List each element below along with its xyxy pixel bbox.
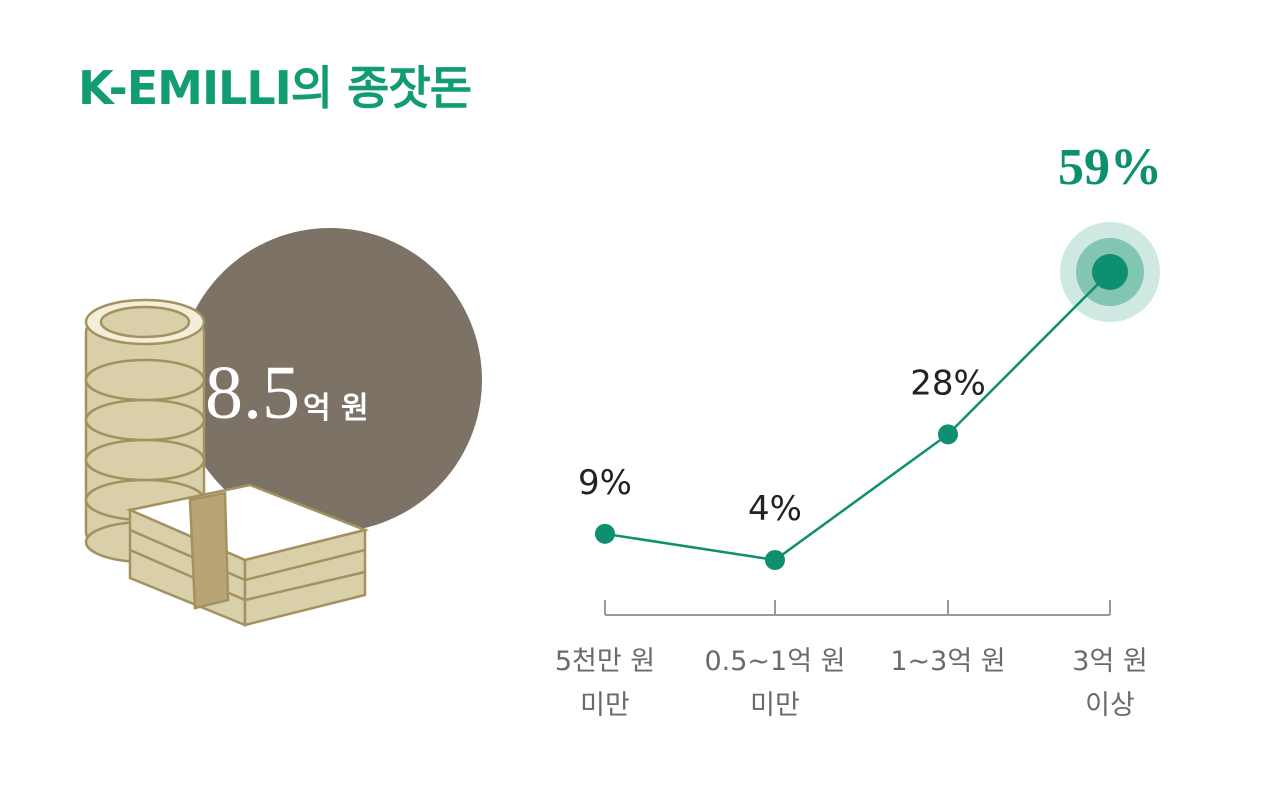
highlight-unit: 억 원 <box>303 391 369 426</box>
title: K-EMILLI의 종잣돈 <box>78 61 472 115</box>
line <box>604 271 1111 562</box>
value-label: 28% <box>910 363 986 403</box>
value-label: 9% <box>578 463 632 503</box>
x-tick-label: 0.5~1억 원 미만 <box>704 646 846 721</box>
point <box>765 550 785 570</box>
point <box>1092 254 1128 290</box>
point <box>938 424 958 445</box>
value-label: 4% <box>748 489 802 529</box>
x-tick-label: 5천만 원 미만 <box>554 646 656 721</box>
coins-illustration <box>84 228 482 627</box>
x-tick-label: 1~3억 원 <box>890 646 1006 677</box>
point <box>595 523 615 544</box>
highlight-value: 8.5 <box>205 351 300 435</box>
x-tick-label: 3억 원 이상 <box>1072 646 1148 721</box>
value-label: 59% <box>1058 139 1162 196</box>
